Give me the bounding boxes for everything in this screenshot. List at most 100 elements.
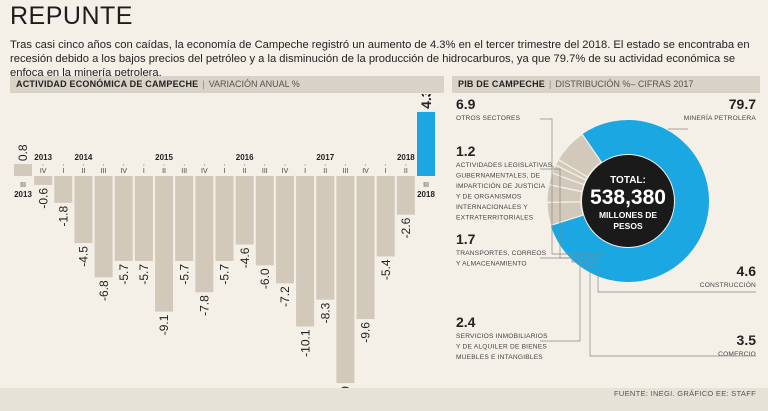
quarter-label-11: II (243, 168, 247, 175)
bar-8 (175, 176, 194, 261)
bar-1 (34, 176, 53, 185)
leader-line-3 (540, 265, 594, 342)
leader-line-0 (540, 118, 606, 255)
quarter-label-2: I (62, 168, 64, 175)
bar-0 (14, 164, 32, 176)
bar-value-label-2: -1.8 (56, 206, 70, 227)
annotation-text-6-0: COMERCIO (718, 351, 756, 358)
bar-5 (114, 176, 133, 261)
quarter-label-3: II (82, 168, 86, 175)
quarter-label-19: II (404, 168, 408, 175)
bar-13 (275, 176, 294, 284)
bar-4 (94, 176, 113, 278)
bar-value-label-1: -0.6 (36, 188, 50, 209)
annotation-value-1: 6.9 (456, 96, 476, 112)
quarter-label-5: IV (120, 168, 127, 175)
quarter-label-7: II (162, 168, 166, 175)
bar-16 (336, 176, 355, 384)
year-label-1: 2013 (34, 153, 52, 162)
year-label-2: 2014 (75, 153, 93, 162)
pie-chart-subtitle: DISTRIBUCIÓN %– CIFRAS 2017 (555, 79, 694, 89)
quarter-label-9: IV (201, 168, 208, 175)
bar-9 (195, 176, 214, 293)
bar-value-label-6: -5.7 (137, 264, 151, 285)
annotation-value-6: 3.5 (737, 332, 757, 348)
bar-6 (134, 176, 153, 261)
leader-line-4 (597, 270, 756, 293)
center-unit-2: PESOS (613, 221, 643, 231)
bar-value-label-0: 0.8 (16, 144, 30, 161)
annotation-text-1-0: OTROS SECTORES (456, 115, 521, 122)
year-label-3: 2015 (155, 153, 173, 162)
quarter-label-0: III (20, 182, 26, 189)
bar-15 (316, 176, 335, 300)
annotation-value-5: 4.6 (737, 263, 757, 279)
bar-chart: 0.8-0.6-1.8-4.5-6.8-5.7 -5.7-9.1-5.7-7.8-… (14, 94, 435, 388)
bar-3 (74, 176, 93, 244)
quarter-label-15: II (323, 168, 327, 175)
bar-value-label-10: -5.7 (218, 264, 232, 285)
leader-line-1 (540, 168, 602, 259)
bar-12 (255, 176, 274, 266)
bar-18 (376, 176, 395, 257)
bar-value-label-14: -10.1 (298, 329, 312, 357)
page-title: REPUNTE (10, 2, 133, 30)
bar-value-label-7: -9.1 (157, 314, 171, 335)
quarter-label-1: IV (40, 168, 47, 175)
quarter-label-10: I (224, 168, 226, 175)
bar-value-label-16: -13.9 (339, 386, 353, 388)
bar-20 (417, 111, 435, 176)
annotation-text-0-0: MINERÍA PETROLERA (684, 113, 757, 122)
annotation-text-4-0: SERVICIOS INMOBILIARIOS (456, 333, 548, 340)
bar-chart-title: ACTIVIDAD ECONÓMICA DE CAMPECHE (16, 79, 199, 89)
annotation-text-2-2: IMPARTICIÓN DE JUSTICIA (456, 181, 546, 190)
quarter-label-20: III (423, 182, 429, 189)
center-total-label: TOTAL: (610, 175, 646, 186)
leader-line-5 (589, 272, 756, 357)
bar-19 (396, 176, 415, 215)
annotation-text-4-1: Y DE ALQUILER DE BIENES (456, 344, 547, 351)
quarter-label-16: III (342, 168, 348, 175)
quarter-label-6: I (143, 168, 145, 175)
bar-value-label-13: -7.2 (278, 286, 292, 307)
pie-chart-title: PIB DE CAMPECHE (458, 79, 546, 89)
annotation-text-5-0: CONSTRUCCIÓN (700, 280, 756, 289)
year-label-4: 2016 (236, 153, 254, 162)
bar-17 (356, 176, 375, 320)
annotation-text-2-5: EXTRATERRITORIALES (456, 215, 534, 222)
quarter-label-18: I (385, 168, 387, 175)
slice-0 (550, 120, 709, 283)
pie-chart-header: PIB DE CAMPECHE | DISTRIBUCIÓN %– CIFRAS 2… (452, 76, 760, 93)
slice-6 (557, 133, 603, 178)
leader-line-2 (540, 257, 598, 263)
annotation-value-4: 2.4 (456, 314, 476, 330)
bar-value-label-11: -4.6 (238, 247, 252, 268)
bar-chart-header: ACTIVIDAD ECONÓMICA DE CAMPECHE | VARIACIÓ… (10, 76, 444, 93)
annotation-text-2-1: GUBERNAMENTALES, DE (456, 173, 541, 180)
bar-value-label-4: -6.8 (97, 280, 111, 301)
bar-value-label-19: -2.6 (399, 217, 413, 238)
annotation-text-2-3: Y DE ORGANISMOS (456, 194, 522, 201)
bar-value-label-8: -5.7 (177, 264, 191, 285)
year-label-7: 2018 (417, 190, 435, 199)
bar-value-label-3: -4.5 (77, 246, 91, 267)
annotation-value-3: 1.7 (456, 231, 476, 247)
quarter-label-8: III (181, 168, 187, 175)
annotation-value-2: 1.2 (456, 143, 476, 159)
donut-center (582, 155, 674, 247)
bar-chart-subtitle: VARIACIÓN ANUAL % (208, 79, 300, 89)
quarter-label-14: I (304, 168, 306, 175)
year-label-6: 2018 (397, 153, 415, 162)
bar-10 (215, 176, 234, 261)
bar-11 (235, 176, 254, 245)
annotation-text-4-2: MUEBLES E INTANGIBLES (456, 354, 543, 361)
bar-value-label-12: -6.0 (258, 268, 272, 289)
quarter-label-12: III (262, 168, 268, 175)
footer-band (0, 388, 768, 411)
quarter-label-17: IV (362, 168, 369, 175)
bar-value-label-15: -8.3 (318, 302, 332, 323)
year-label-5: 2017 (316, 153, 334, 162)
bar-value-label-5: -5.7 (117, 264, 131, 285)
quarter-label-4: III (101, 168, 107, 175)
